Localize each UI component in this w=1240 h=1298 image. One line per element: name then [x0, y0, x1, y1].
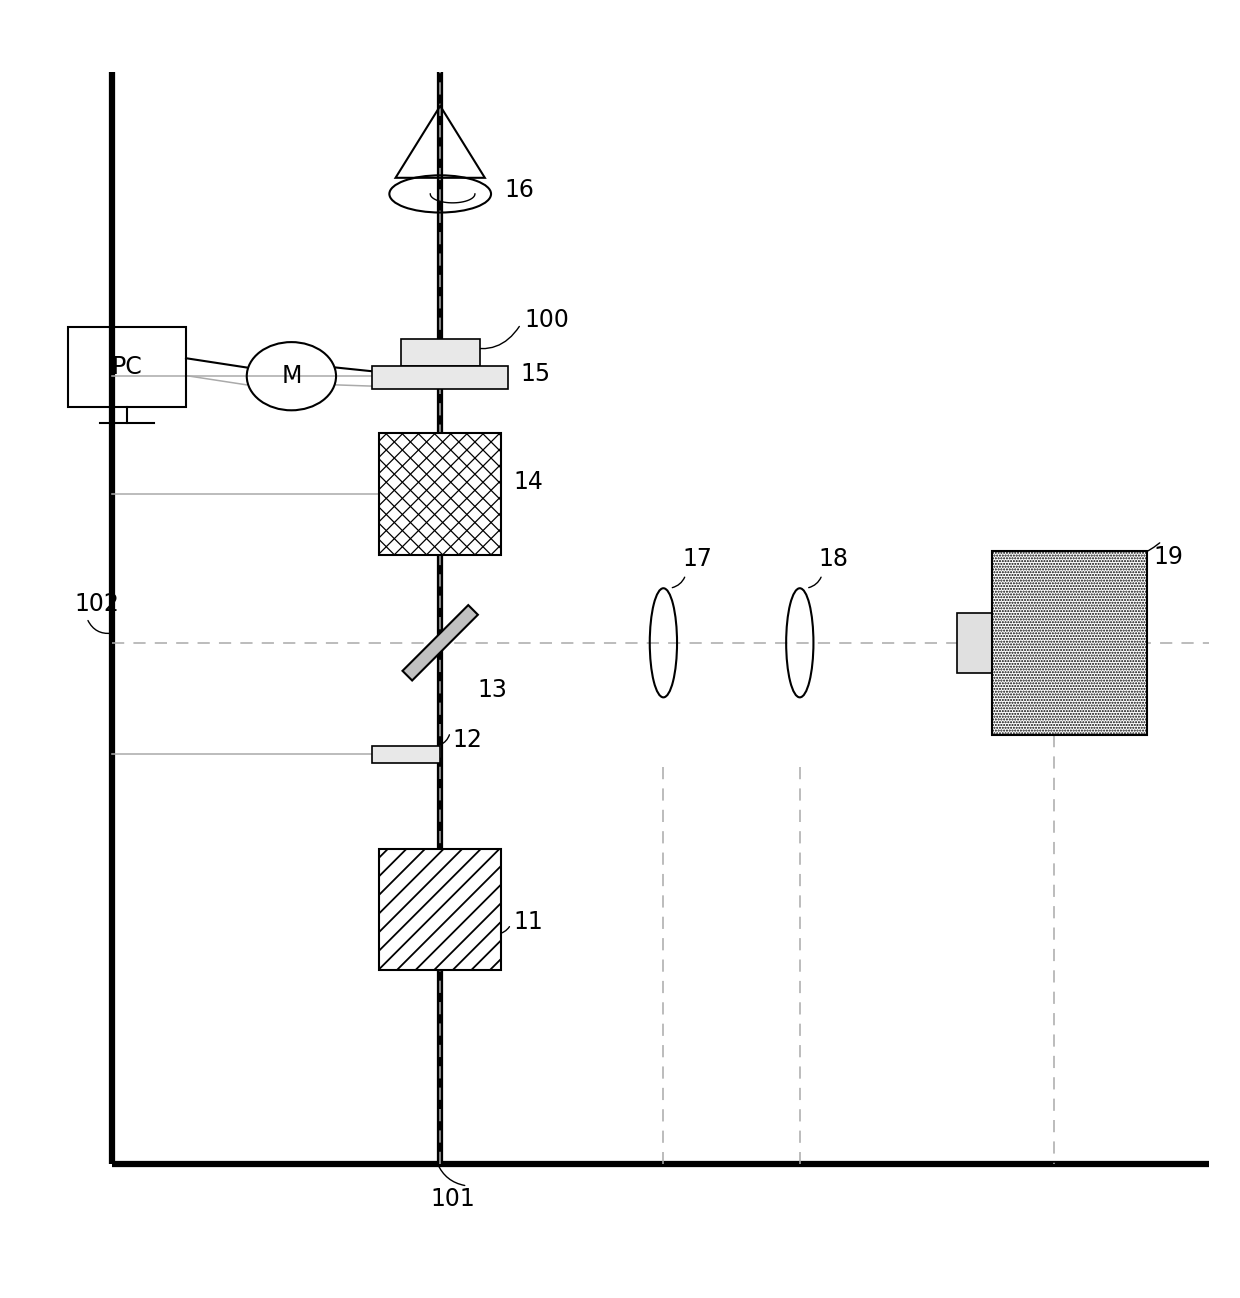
Text: 15: 15 [521, 362, 551, 386]
FancyBboxPatch shape [379, 849, 501, 970]
Text: 102: 102 [74, 592, 119, 615]
Text: 101: 101 [430, 1186, 475, 1211]
FancyBboxPatch shape [992, 552, 1147, 735]
Text: PC: PC [112, 354, 143, 379]
Text: M: M [281, 365, 301, 388]
Text: 12: 12 [453, 727, 482, 752]
FancyBboxPatch shape [372, 746, 440, 763]
Text: 18: 18 [818, 546, 848, 571]
Text: 14: 14 [513, 470, 543, 493]
FancyBboxPatch shape [401, 339, 480, 366]
FancyBboxPatch shape [372, 366, 508, 388]
Text: 19: 19 [1153, 545, 1183, 569]
Text: 11: 11 [513, 910, 543, 933]
Text: 17: 17 [682, 546, 712, 571]
Text: 13: 13 [477, 678, 507, 702]
FancyBboxPatch shape [379, 434, 501, 554]
Text: 16: 16 [505, 178, 534, 202]
Text: 100: 100 [525, 309, 569, 332]
Polygon shape [403, 605, 477, 680]
FancyBboxPatch shape [957, 613, 992, 672]
